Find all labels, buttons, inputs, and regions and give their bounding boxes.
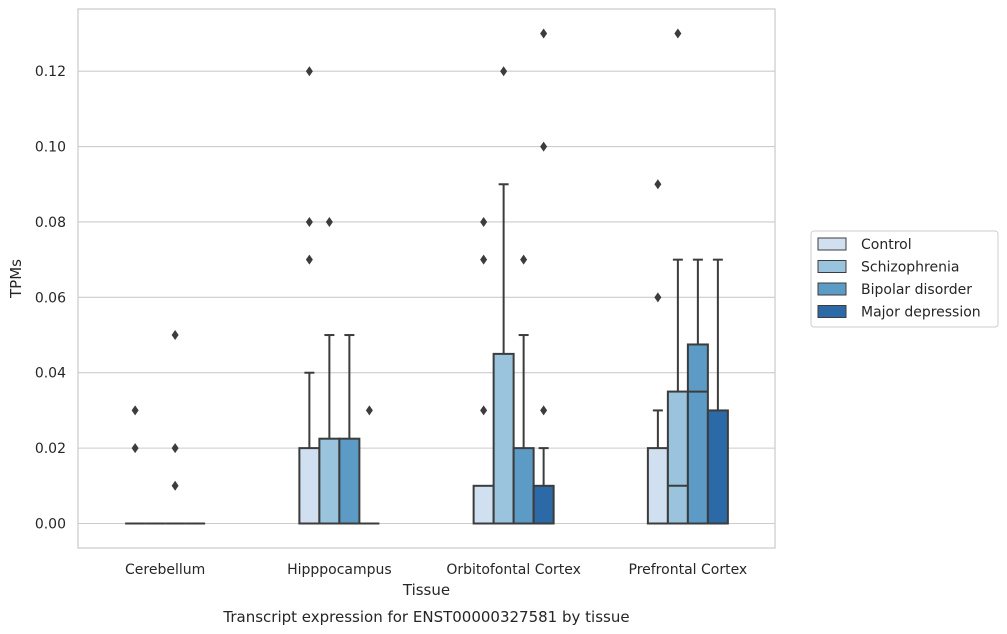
box-iqr bbox=[318, 437, 341, 525]
box-iqr bbox=[298, 447, 321, 525]
outlier-point bbox=[325, 216, 333, 227]
legend-swatch bbox=[817, 305, 847, 318]
outlier-point bbox=[171, 330, 179, 341]
gridlines bbox=[78, 70, 775, 525]
y-tick-label: 0.10 bbox=[35, 140, 66, 156]
box bbox=[318, 216, 341, 525]
box bbox=[706, 258, 729, 525]
box bbox=[686, 258, 709, 525]
legend-item: Major depression bbox=[817, 305, 981, 321]
outlier-point bbox=[305, 66, 313, 77]
outlier-point bbox=[540, 28, 548, 39]
outlier-point bbox=[540, 141, 548, 152]
outlier-point bbox=[480, 254, 488, 265]
box-iqr bbox=[492, 352, 515, 525]
box bbox=[532, 28, 555, 525]
box bbox=[298, 66, 321, 525]
outlier-point bbox=[480, 216, 488, 227]
box-iqr bbox=[666, 390, 689, 525]
y-tick-label: 0.08 bbox=[35, 215, 66, 231]
box bbox=[125, 405, 146, 525]
outlier-point bbox=[520, 254, 528, 265]
box bbox=[338, 334, 361, 525]
plot-area-frame bbox=[77, 8, 776, 549]
legend: Control Schizophrenia Bipolar disorder Majo… bbox=[810, 230, 999, 328]
x-tick-label: Prefrontal Cortex bbox=[629, 562, 748, 578]
box bbox=[512, 254, 535, 525]
outlier-point bbox=[131, 405, 139, 416]
box bbox=[666, 28, 689, 525]
y-tick-label: 0.06 bbox=[35, 290, 66, 306]
legend-label: Control bbox=[861, 237, 912, 253]
box bbox=[492, 66, 515, 525]
outlier-point bbox=[654, 179, 662, 190]
outlier-point bbox=[171, 443, 179, 454]
legend-item: Bipolar disorder bbox=[817, 282, 972, 298]
x-axis-ticks: Cerebellum Hipppocampus Orbitofontal Corte… bbox=[125, 562, 747, 578]
outlier-point bbox=[540, 405, 548, 416]
x-axis-title: Tissue bbox=[402, 581, 450, 599]
y-axis-title: TPMs bbox=[7, 259, 25, 299]
outlier-point bbox=[674, 28, 682, 39]
outlier-point bbox=[131, 443, 139, 454]
outlier-point bbox=[480, 405, 488, 416]
y-tick-label: 0.04 bbox=[35, 366, 66, 382]
box bbox=[359, 405, 380, 525]
legend-swatch bbox=[817, 260, 847, 273]
box-plot-marks bbox=[125, 28, 729, 525]
outlier-point bbox=[365, 405, 373, 416]
outlier-point bbox=[305, 216, 313, 227]
box-iqr bbox=[646, 447, 669, 525]
y-tick-label: 0.02 bbox=[35, 441, 66, 457]
outlier-point bbox=[500, 66, 508, 77]
chart-caption: Transcript expression for ENST0000032758… bbox=[222, 608, 629, 626]
legend-label: Major depression bbox=[861, 305, 981, 321]
box-iqr bbox=[472, 484, 495, 525]
legend-item: Control bbox=[817, 237, 912, 253]
legend-swatch bbox=[817, 282, 847, 296]
box bbox=[165, 330, 186, 525]
outlier-point bbox=[305, 254, 313, 265]
box-iqr bbox=[686, 343, 709, 525]
legend-frame bbox=[810, 230, 999, 328]
y-tick-label: 0.12 bbox=[35, 64, 66, 80]
legend-swatch bbox=[817, 237, 847, 251]
legend-label: Bipolar disorder bbox=[861, 282, 972, 298]
y-tick-label: 0.00 bbox=[35, 517, 66, 533]
x-tick-label: Cerebellum bbox=[125, 562, 205, 578]
box bbox=[472, 216, 495, 525]
box-iqr bbox=[706, 409, 729, 525]
outlier-point bbox=[171, 480, 179, 491]
box-iqr bbox=[338, 437, 361, 525]
x-tick-label: Hipppocampus bbox=[287, 562, 392, 578]
legend-item: Schizophrenia bbox=[817, 260, 959, 276]
x-tick-label: Orbitofontal Cortex bbox=[446, 562, 581, 578]
box-iqr bbox=[512, 447, 535, 525]
outlier-point bbox=[654, 292, 662, 303]
legend-label: Schizophrenia bbox=[861, 260, 959, 276]
box bbox=[646, 179, 669, 525]
box-iqr bbox=[532, 484, 555, 525]
y-axis-ticks: 0.00 0.02 0.04 0.06 0.08 0.10 0.12 bbox=[35, 64, 66, 532]
